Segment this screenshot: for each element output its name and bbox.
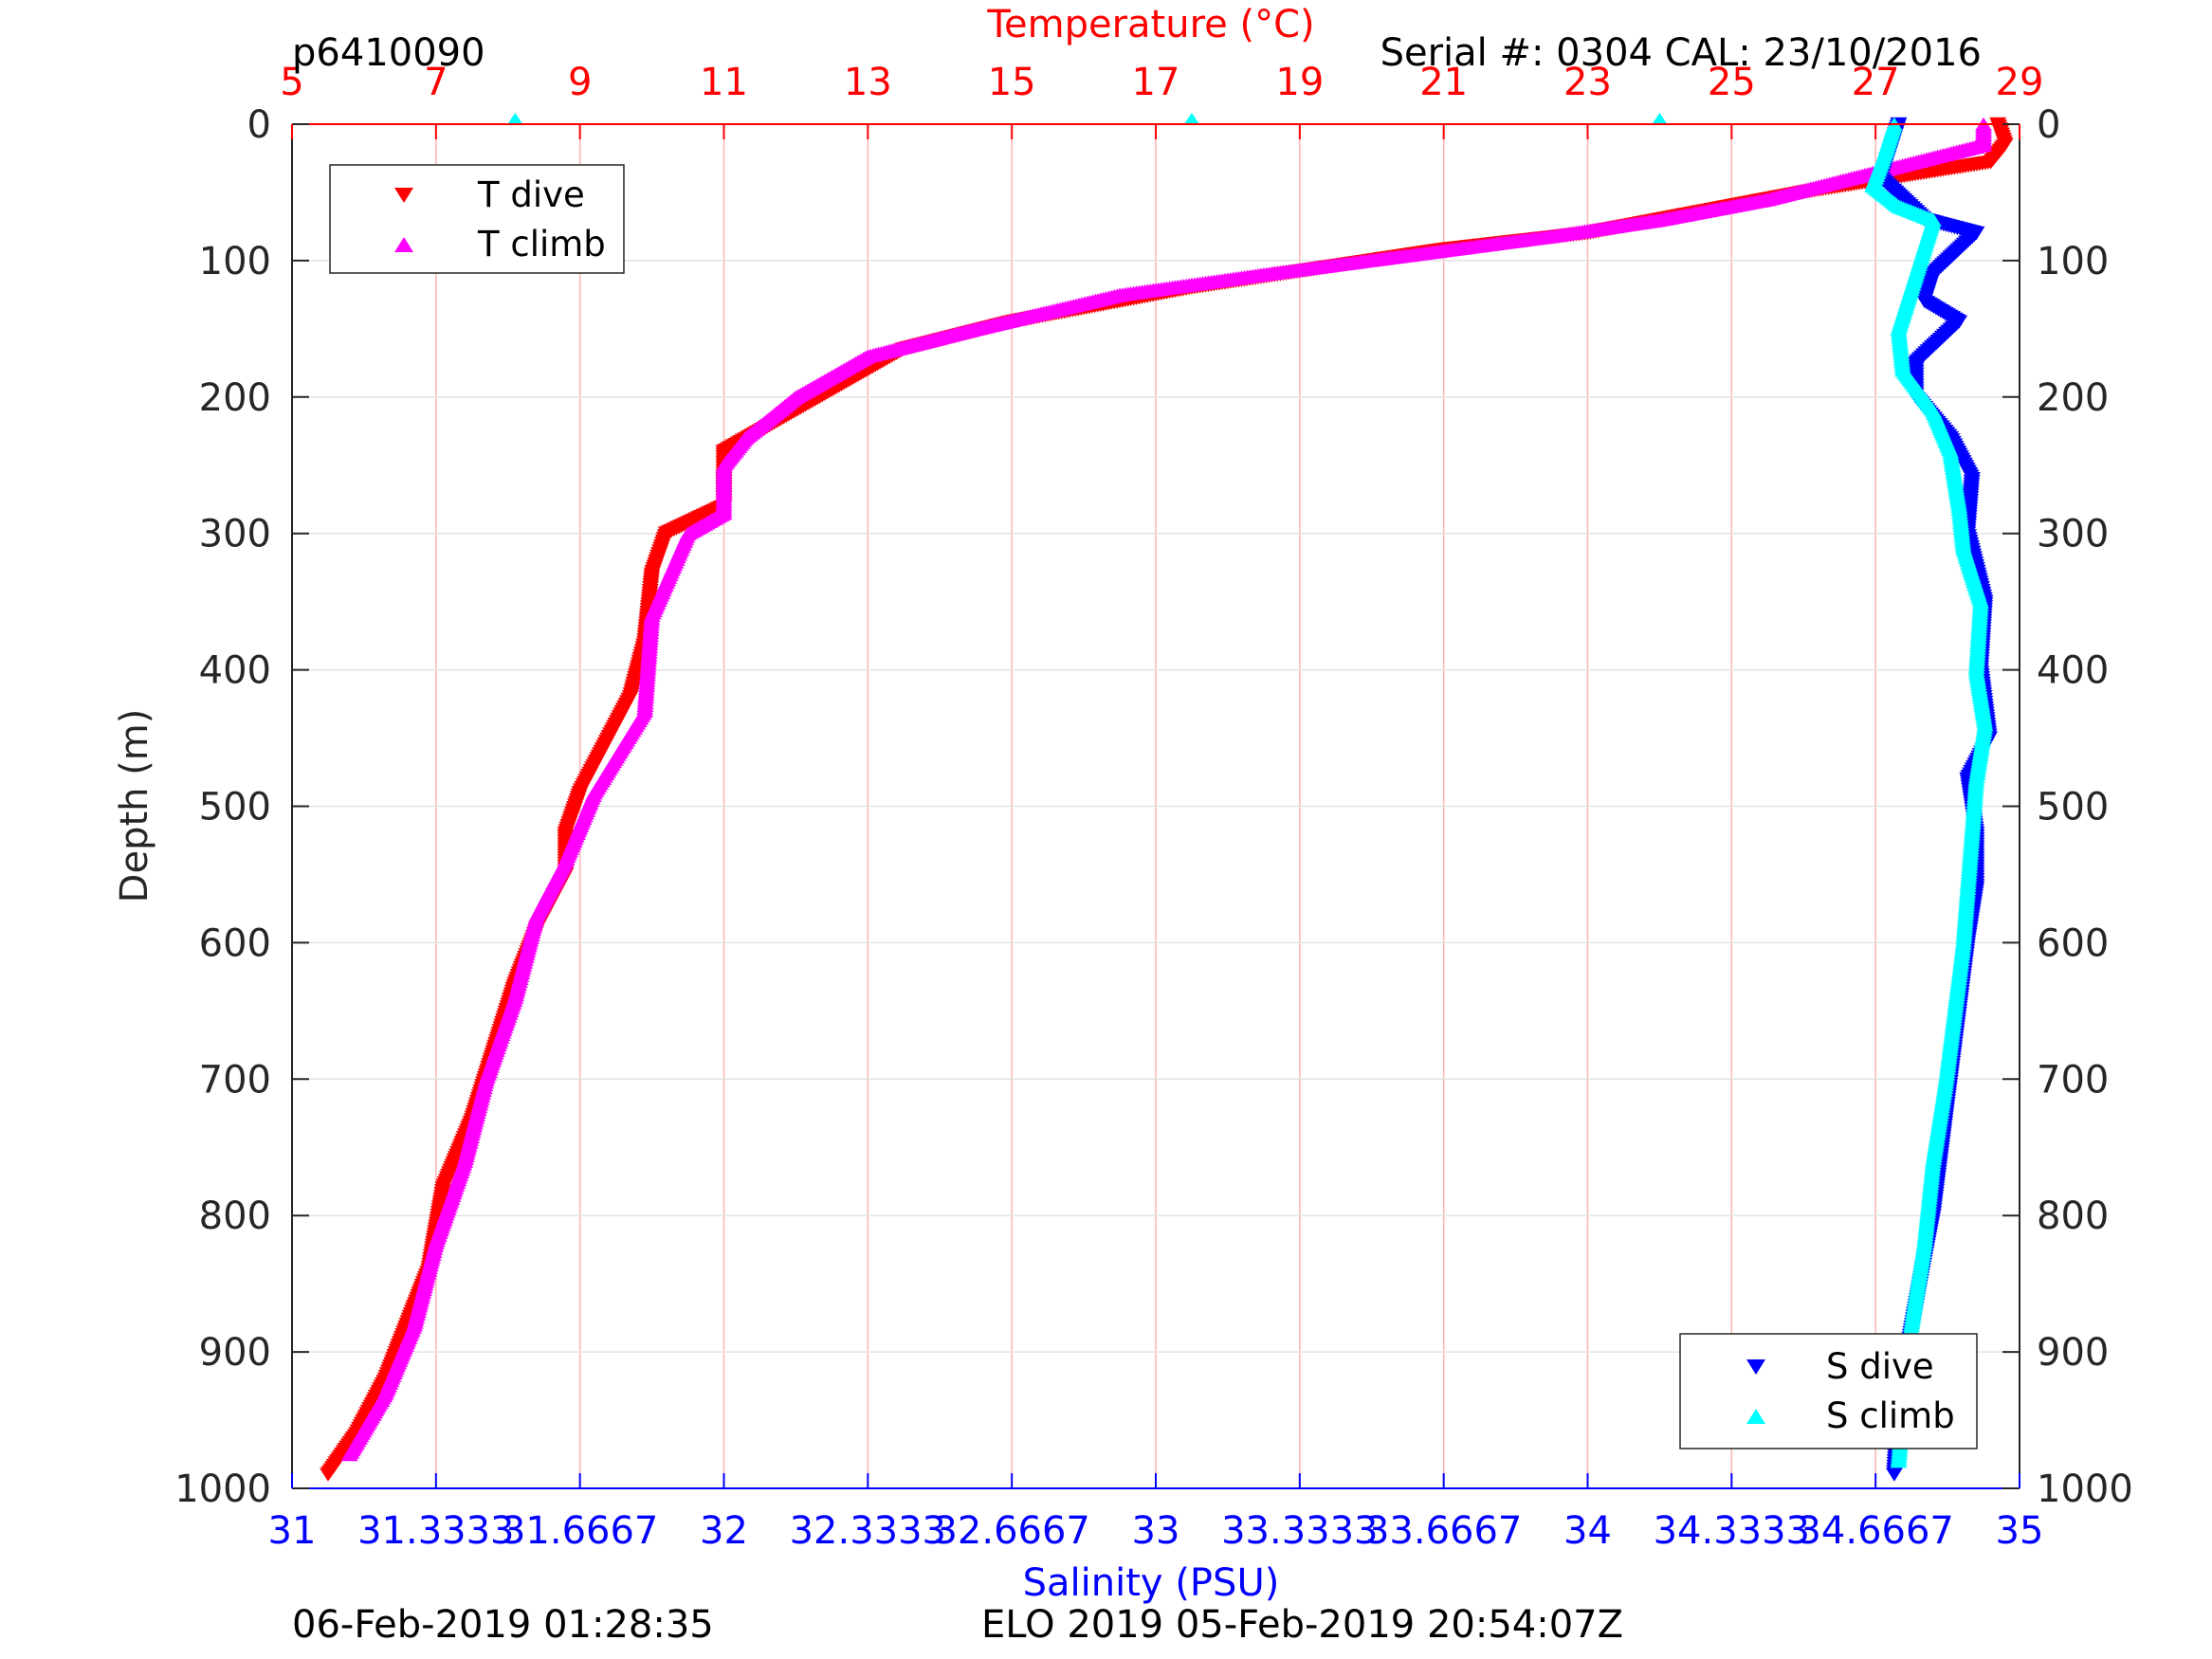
salinity-tick-label: 34.3333 xyxy=(1654,1509,1810,1553)
temperature-tick-label: 7 xyxy=(424,61,448,104)
depth-axis-label: Depth (m) xyxy=(113,709,156,903)
depth-tick-label-left: 400 xyxy=(199,649,271,693)
salinity-tick-label: 31 xyxy=(268,1509,317,1553)
depth-tick-label-left: 100 xyxy=(199,240,271,283)
depth-tick-label-left: 600 xyxy=(199,921,271,965)
legend-t-climb-label: T climb xyxy=(477,224,606,264)
depth-tick-label-right: 600 xyxy=(2037,921,2109,965)
series-s-climb xyxy=(1864,117,1994,1468)
surface-marker xyxy=(507,113,523,124)
depth-tick-label-left: 900 xyxy=(199,1331,271,1375)
depth-tick-label-right: 400 xyxy=(2037,649,2109,693)
depth-tick-label-right: 300 xyxy=(2037,513,2109,556)
salinity-axis-label: Salinity (PSU) xyxy=(1023,1561,1280,1605)
temperature-axis-label: Temperature (°C) xyxy=(986,3,1314,46)
series-layer xyxy=(319,113,2014,1482)
salinity-tick-label: 33.6667 xyxy=(1365,1509,1522,1553)
depth-tick-label-left: 200 xyxy=(199,376,271,420)
series-marker-t-dive xyxy=(319,1468,337,1482)
salinity-tick-label: 35 xyxy=(1996,1509,2044,1553)
grid xyxy=(291,123,2020,1489)
tick-labels: 0 0 100 100 200 200 300 300 400 400 500 500 600 600 70… xyxy=(174,61,2133,1553)
series-t-climb xyxy=(340,117,1993,1462)
legend-s-dive-marker xyxy=(1746,1359,1765,1375)
legend-temperature-box xyxy=(329,164,625,274)
depth-tick-label-left: 300 xyxy=(199,513,271,556)
salinity-tick-label: 34 xyxy=(1563,1509,1612,1553)
series-marker-s-climb xyxy=(1890,1454,1908,1468)
depth-tick-label-right: 100 xyxy=(2037,240,2109,283)
temperature-tick-label: 25 xyxy=(1708,61,1756,104)
legend-s-climb-label: S climb xyxy=(1826,1395,1955,1436)
salinity-tick-label: 31.6667 xyxy=(502,1509,658,1553)
legend-salinity: S dive S climb xyxy=(1679,1333,1978,1449)
header-right: Serial #: 0304 CAL: 23/10/2016 xyxy=(1380,31,1982,75)
footer-left: 06-Feb-2019 01:28:35 xyxy=(292,1603,714,1647)
header-left: p6410090 xyxy=(292,31,485,75)
temperature-tick-label: 13 xyxy=(844,61,892,104)
salinity-tick-label: 33 xyxy=(1132,1509,1180,1553)
depth-tick-label-left: 1000 xyxy=(174,1468,271,1511)
series-marker-t-climb xyxy=(340,1447,358,1462)
temperature-tick-label: 29 xyxy=(1996,61,2044,104)
legend-t-climb-marker xyxy=(394,237,413,252)
temperature-tick-label: 27 xyxy=(1852,61,1900,104)
depth-tick-label-right: 200 xyxy=(2037,376,2109,420)
legend-temperature: T dive T climb xyxy=(329,164,625,274)
temperature-tick-label: 9 xyxy=(568,61,592,104)
depth-tick-label-right: 500 xyxy=(2037,786,2109,830)
depth-tick-label-right: 0 xyxy=(2037,103,2060,147)
temperature-tick-label: 17 xyxy=(1132,61,1180,104)
temperature-tick-label: 19 xyxy=(1275,61,1324,104)
legend-t-dive-label: T dive xyxy=(477,174,585,215)
legend-t-dive-marker xyxy=(394,188,413,203)
footer-center: ELO 2019 05-Feb-2019 20:54:07Z xyxy=(981,1603,1623,1647)
salinity-tick-label: 32 xyxy=(700,1509,748,1553)
depth-tick-label-left: 0 xyxy=(247,103,271,147)
depth-tick-label-right: 1000 xyxy=(2037,1468,2133,1511)
salinity-tick-label: 31.3333 xyxy=(357,1509,514,1553)
legend-s-dive-label: S dive xyxy=(1826,1346,1934,1387)
temperature-tick-label: 15 xyxy=(988,61,1036,104)
temperature-tick-label: 21 xyxy=(1419,61,1468,104)
temperature-tick-label: 5 xyxy=(280,61,303,104)
depth-tick-label-right: 700 xyxy=(2037,1058,2109,1102)
depth-tick-label-left: 700 xyxy=(199,1058,271,1102)
depth-tick-label-right: 900 xyxy=(2037,1331,2109,1375)
salinity-tick-label: 32.6667 xyxy=(933,1509,1089,1553)
temperature-tick-label: 23 xyxy=(1563,61,1612,104)
surface-marker xyxy=(1652,113,1668,124)
salinity-tick-label: 34.6667 xyxy=(1797,1509,1953,1553)
depth-tick-label-left: 800 xyxy=(199,1194,271,1238)
salinity-tick-label: 32.3333 xyxy=(790,1509,946,1553)
depth-tick-label-right: 800 xyxy=(2037,1194,2109,1238)
legend-s-climb-marker xyxy=(1746,1409,1765,1424)
depth-tick-label-left: 500 xyxy=(199,786,271,830)
legend-salinity-box xyxy=(1679,1333,1978,1449)
surface-marker xyxy=(1183,113,1199,124)
salinity-tick-label: 33.3333 xyxy=(1221,1509,1378,1553)
axes xyxy=(291,123,2020,1489)
temperature-tick-label: 11 xyxy=(700,61,748,104)
series-marker-s-dive xyxy=(1885,1468,1903,1482)
